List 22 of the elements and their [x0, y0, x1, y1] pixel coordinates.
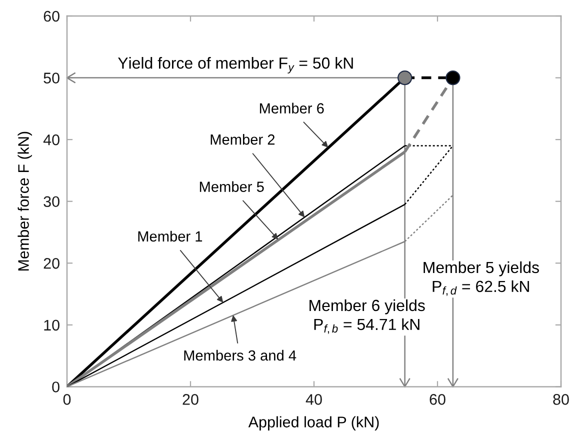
y-tick-label: 20 [44, 258, 60, 269]
x-tick-label: 20 [182, 394, 198, 405]
y-tick-label: 0 [52, 382, 60, 392]
y-tick-label: 50 [44, 72, 60, 84]
ref-line-label: Yield force of member F$_{y}$ = 50 kN [118, 57, 353, 74]
y-tick-label: 60 [44, 10, 60, 22]
annotation: Member 6 [260, 102, 324, 114]
y-axis-title: Member force F (kN) [18, 132, 32, 271]
x-tick-label: 60 [430, 394, 446, 405]
x-tick-label: 80 [553, 394, 569, 405]
y-tick-label: 40 [43, 134, 60, 146]
x-tick-label: 0 [63, 394, 71, 405]
y-tick-label: 10 [44, 320, 60, 331]
ref-line-label: Member 5 yields P$_{f,d}$ = 62.5 kN [424, 261, 539, 296]
annotation: Member 1 [138, 230, 202, 242]
y-tick-label: 30 [44, 196, 60, 208]
annotation: Members 3 and 4 [184, 350, 296, 361]
annotation: Member 2 [210, 134, 275, 145]
annotation: Member 5 [200, 181, 264, 192]
x-axis-title: Applied load P (kN) [248, 416, 379, 430]
ref-line-label: Member 6 yields P$_{f,b}$ = 54.71 kN [310, 299, 425, 334]
x-tick-label: 40 [306, 394, 322, 405]
